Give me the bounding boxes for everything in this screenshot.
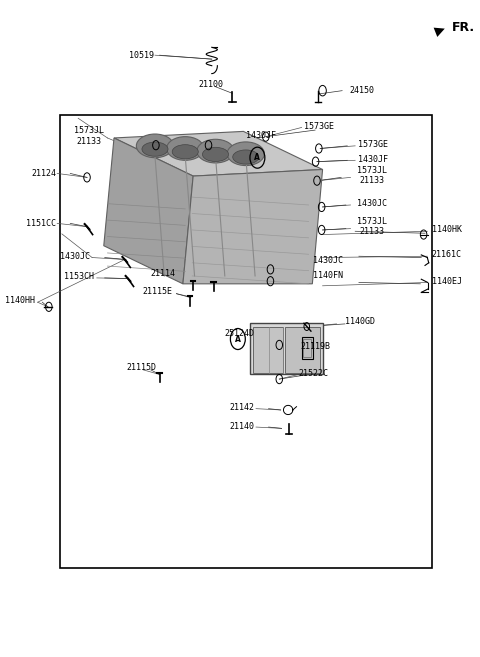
Text: 21115E: 21115E [143, 287, 173, 296]
Text: 1573GE: 1573GE [304, 122, 334, 131]
Bar [301, 337, 313, 359]
Text: 21100: 21100 [198, 79, 223, 89]
Text: 1430JC: 1430JC [313, 256, 343, 265]
Text: 1153CH: 1153CH [63, 272, 94, 281]
Ellipse shape [172, 145, 198, 159]
Text: A: A [235, 334, 241, 344]
Text: 21140: 21140 [229, 422, 254, 431]
Text: 21114: 21114 [151, 269, 176, 279]
Bar [253, 327, 283, 373]
Text: 1140GD: 1140GD [345, 317, 375, 327]
Text: A: A [254, 153, 260, 162]
Text: 1140HK: 1140HK [432, 225, 462, 235]
Ellipse shape [142, 142, 168, 156]
Text: 1573JL
21133: 1573JL 21133 [357, 217, 386, 237]
Text: 24150: 24150 [349, 86, 374, 95]
Text: 25124D: 25124D [225, 328, 254, 338]
Text: 1430JC: 1430JC [357, 199, 386, 208]
Text: 21119B: 21119B [300, 342, 330, 351]
Text: 21142: 21142 [229, 403, 254, 413]
Text: 1140EJ: 1140EJ [432, 277, 462, 286]
Ellipse shape [136, 134, 174, 158]
Text: 1430JF: 1430JF [358, 155, 387, 164]
Ellipse shape [197, 139, 234, 163]
Text: 10519: 10519 [129, 51, 154, 60]
Text: 21115D: 21115D [126, 363, 156, 373]
Bar [60, 115, 432, 568]
Ellipse shape [167, 137, 204, 160]
Text: 21161C: 21161C [432, 250, 462, 259]
Polygon shape [183, 170, 323, 284]
Text: 1151CC: 1151CC [26, 219, 56, 228]
Polygon shape [104, 138, 193, 284]
Bar [285, 327, 320, 373]
Text: 21124: 21124 [31, 169, 56, 178]
Bar [251, 323, 323, 374]
Text: 1573GE: 1573GE [358, 140, 387, 149]
Text: 1430JF: 1430JF [246, 131, 276, 140]
Ellipse shape [227, 142, 264, 166]
Ellipse shape [203, 147, 228, 162]
Text: 1430JC: 1430JC [60, 252, 90, 261]
Text: 1573JL
21133: 1573JL 21133 [357, 166, 386, 185]
Text: FR.: FR. [452, 21, 475, 34]
Bar [303, 339, 312, 357]
Ellipse shape [233, 150, 259, 164]
Text: 1573JL
21133: 1573JL 21133 [74, 126, 104, 146]
Text: 1140HH: 1140HH [5, 296, 35, 306]
Polygon shape [114, 131, 323, 176]
Text: 1140FN: 1140FN [313, 271, 343, 281]
Text: 21522C: 21522C [299, 369, 328, 378]
